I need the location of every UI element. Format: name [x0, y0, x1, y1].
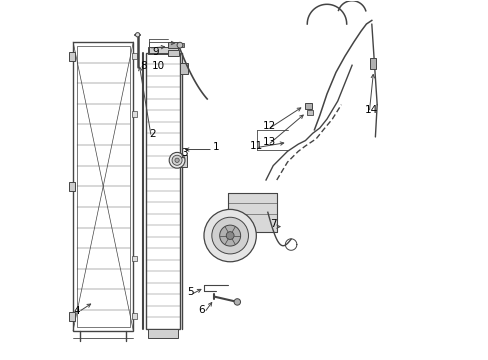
Text: 3: 3 — [180, 148, 187, 158]
Bar — [69, 52, 75, 60]
Bar — [369, 58, 376, 69]
Bar — [168, 50, 178, 56]
Bar — [178, 155, 187, 167]
Circle shape — [203, 210, 256, 262]
Bar — [77, 45, 129, 327]
Bar — [180, 63, 187, 74]
Text: 5: 5 — [187, 287, 193, 297]
Circle shape — [234, 299, 240, 305]
Text: 9: 9 — [152, 47, 158, 57]
Bar — [178, 43, 184, 47]
Bar — [69, 182, 75, 190]
Text: 6: 6 — [198, 305, 205, 315]
Bar — [168, 42, 178, 48]
Bar — [69, 312, 75, 320]
Bar — [228, 193, 276, 232]
Text: 14: 14 — [364, 105, 377, 115]
Circle shape — [177, 42, 183, 48]
Text: 10: 10 — [152, 61, 165, 71]
Bar — [73, 42, 133, 330]
Circle shape — [219, 225, 240, 246]
Circle shape — [135, 33, 140, 37]
Bar — [131, 256, 136, 261]
Bar — [131, 314, 136, 319]
Bar — [147, 47, 178, 54]
Bar — [145, 53, 180, 329]
Text: 7: 7 — [270, 219, 276, 229]
Text: 11: 11 — [249, 141, 263, 151]
Text: 1: 1 — [212, 142, 219, 152]
Circle shape — [172, 155, 182, 165]
Circle shape — [175, 158, 179, 162]
Text: 2: 2 — [148, 129, 155, 139]
Text: 4: 4 — [73, 306, 80, 316]
Bar — [131, 111, 136, 117]
Circle shape — [211, 217, 248, 254]
Text: 13: 13 — [262, 138, 275, 147]
Bar — [306, 110, 312, 115]
Circle shape — [169, 152, 184, 168]
Bar — [131, 53, 136, 59]
Text: 12: 12 — [262, 121, 275, 131]
Bar — [304, 103, 311, 109]
Bar — [147, 329, 178, 338]
Text: 8: 8 — [140, 61, 147, 71]
Circle shape — [226, 231, 234, 239]
